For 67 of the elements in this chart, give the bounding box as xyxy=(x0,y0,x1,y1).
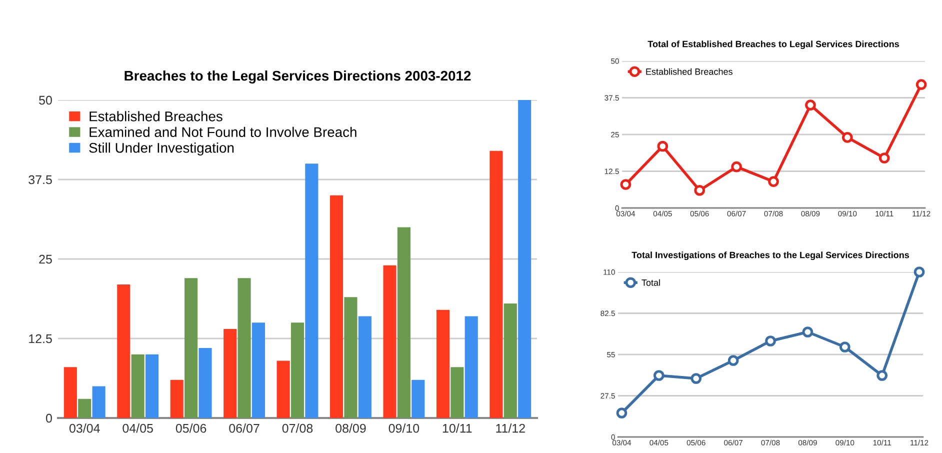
bar xyxy=(450,367,464,418)
chart-title: Total Investigations of Breaches to the Legal Services Directions xyxy=(632,252,910,260)
bar xyxy=(397,227,410,418)
chart-title: Total of Established Breaches to Legal Services Directions xyxy=(648,40,899,50)
chart-title: Breaches to the Legal Services Directions 2003-2012 xyxy=(124,70,471,84)
legend-label: Established Breaches xyxy=(90,111,222,122)
point xyxy=(878,152,890,164)
bar xyxy=(464,316,478,418)
legend-label: Established Breaches xyxy=(646,68,732,75)
point xyxy=(654,370,664,381)
x-tick-label: 04/05 xyxy=(122,424,153,433)
point xyxy=(805,100,816,111)
bar xyxy=(330,195,344,418)
x-tick-label: 11/12 xyxy=(496,424,525,433)
bar xyxy=(305,164,318,418)
x-tick-label: 05/06 xyxy=(176,424,206,433)
bar xyxy=(198,348,212,418)
bar xyxy=(78,398,92,418)
bar xyxy=(358,316,372,418)
point xyxy=(765,336,776,346)
point xyxy=(916,79,927,90)
bar xyxy=(92,386,106,418)
bar xyxy=(383,265,396,418)
y-tick-label: 25 xyxy=(39,254,52,264)
bar xyxy=(224,328,237,418)
y-tick-label: 12.5 xyxy=(29,334,52,344)
point xyxy=(914,266,925,278)
point xyxy=(657,140,668,152)
x-tick-label: 03/04 xyxy=(69,424,100,433)
y-tick-label: 37.5 xyxy=(28,175,52,184)
bar xyxy=(436,310,450,418)
bar xyxy=(252,322,265,418)
bar xyxy=(145,354,159,418)
legend-label: Still Under Investigation xyxy=(89,142,234,156)
point xyxy=(768,176,779,187)
point xyxy=(616,408,628,418)
bar xyxy=(276,360,290,418)
x-tick-label: 09/10 xyxy=(388,424,420,433)
bar xyxy=(170,380,184,418)
bar xyxy=(184,278,198,418)
x-tick-label: 08/09 xyxy=(336,424,366,433)
bar xyxy=(504,304,517,418)
bar xyxy=(344,297,358,418)
bar xyxy=(131,354,144,418)
legend-label: Total xyxy=(642,279,660,286)
y-tick-label: 0 xyxy=(46,414,52,423)
point xyxy=(842,132,853,143)
point xyxy=(690,373,702,384)
point xyxy=(620,179,632,190)
point xyxy=(839,342,850,352)
point xyxy=(876,370,888,381)
legend-label: Examined and Not Found to Involve Breach xyxy=(90,126,356,138)
bar xyxy=(412,380,425,418)
x-tick-label: 10/11 xyxy=(442,424,472,433)
bar xyxy=(64,367,77,418)
point xyxy=(694,184,706,196)
point xyxy=(731,161,742,172)
x-tick-label: 07/08 xyxy=(282,424,313,433)
bar xyxy=(290,322,304,418)
y-tick-label: 50 xyxy=(39,96,52,105)
bar xyxy=(518,100,532,418)
bar xyxy=(238,278,251,418)
x-tick-label: 06/07 xyxy=(229,424,260,433)
bar xyxy=(117,284,130,418)
point xyxy=(802,326,814,338)
bar xyxy=(490,150,503,418)
point xyxy=(728,355,739,366)
